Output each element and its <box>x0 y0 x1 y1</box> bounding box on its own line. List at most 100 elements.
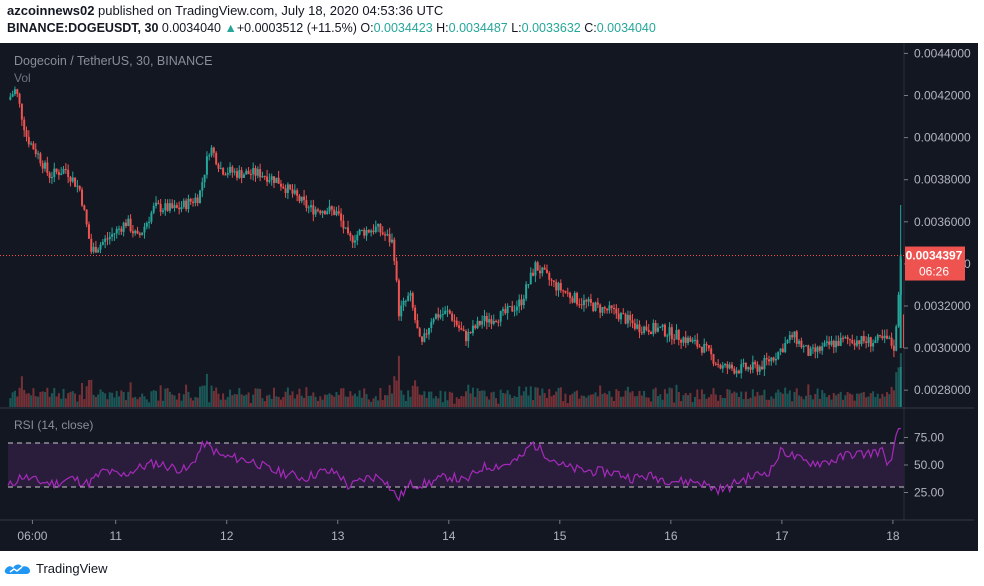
candle-body[interactable] <box>763 358 766 370</box>
candle-body[interactable] <box>765 358 768 360</box>
candle-body[interactable] <box>541 267 544 274</box>
candle-body[interactable] <box>23 119 26 131</box>
candle-body[interactable] <box>707 345 710 349</box>
candle-body[interactable] <box>400 305 403 317</box>
candle-body[interactable] <box>143 226 146 233</box>
candle-body[interactable] <box>11 94 14 97</box>
candle-body[interactable] <box>305 200 308 208</box>
candle-body[interactable] <box>458 325 461 329</box>
candle-body[interactable] <box>622 313 625 315</box>
candle-body[interactable] <box>832 340 835 348</box>
candle-body[interactable] <box>372 230 375 233</box>
candle-body[interactable] <box>865 341 868 343</box>
candle-body[interactable] <box>606 308 609 311</box>
candle-body[interactable] <box>390 239 393 243</box>
candle-body[interactable] <box>589 299 592 303</box>
candle-body[interactable] <box>90 238 93 252</box>
candle-body[interactable] <box>643 326 646 333</box>
candle-body[interactable] <box>127 218 130 226</box>
candle-body[interactable] <box>497 321 500 323</box>
candle-body[interactable] <box>217 164 220 169</box>
candle-body[interactable] <box>13 89 16 95</box>
candle-body[interactable] <box>159 203 162 212</box>
candle-body[interactable] <box>113 233 116 235</box>
candle-body[interactable] <box>532 272 535 276</box>
candle-body[interactable] <box>41 163 44 169</box>
candle-body[interactable] <box>839 337 842 346</box>
candle-body[interactable] <box>805 345 808 347</box>
candle-body[interactable] <box>266 176 269 182</box>
candle-body[interactable] <box>693 339 696 341</box>
candle-body[interactable] <box>705 344 708 346</box>
candle-body[interactable] <box>881 336 884 339</box>
candle-body[interactable] <box>437 314 440 318</box>
candle-body[interactable] <box>421 336 424 342</box>
candle-body[interactable] <box>714 363 717 365</box>
price-axis[interactable]: 0.0044000 0.0042000 0.0040000 0.0038000 0.00… <box>904 46 971 500</box>
candle-body[interactable] <box>85 209 88 225</box>
candle-body[interactable] <box>842 337 845 339</box>
candle-body[interactable] <box>811 347 814 349</box>
candle-body[interactable] <box>619 313 622 320</box>
candle-body[interactable] <box>168 203 171 211</box>
candle-body[interactable] <box>134 230 137 234</box>
candle-body[interactable] <box>185 200 188 210</box>
candle-body[interactable] <box>740 364 743 374</box>
candle-body[interactable] <box>793 331 796 338</box>
chart-panel[interactable]: 0.0044000 0.0042000 0.0040000 0.0038000 0.00… <box>0 43 978 551</box>
candle-body[interactable] <box>823 342 826 347</box>
candle-body[interactable] <box>520 299 523 306</box>
candle-body[interactable] <box>423 333 426 342</box>
candle-body[interactable] <box>495 321 498 323</box>
candle-body[interactable] <box>835 340 838 348</box>
candle-body[interactable] <box>196 197 199 204</box>
candle-body[interactable] <box>712 354 715 364</box>
candle-body[interactable] <box>481 320 484 325</box>
candle-body[interactable] <box>9 96 12 100</box>
candle-body[interactable] <box>633 323 636 329</box>
candle-body[interactable] <box>189 198 192 202</box>
candle-body[interactable] <box>892 345 895 351</box>
candle-body[interactable] <box>18 93 21 104</box>
candle-body[interactable] <box>124 222 127 226</box>
candle-body[interactable] <box>74 177 77 187</box>
candle-body[interactable] <box>499 310 502 322</box>
candle-body[interactable] <box>203 174 206 183</box>
time-axis[interactable]: 06:00 11 12 13 14 15 16 17 18 <box>17 520 900 543</box>
candle-body[interactable] <box>666 335 669 337</box>
candle-body[interactable] <box>404 300 407 302</box>
candle-body[interactable] <box>118 228 121 230</box>
candle-body[interactable] <box>145 222 148 227</box>
candle-body[interactable] <box>515 306 518 311</box>
candle-body[interactable] <box>81 189 84 206</box>
candle-body[interactable] <box>254 167 257 176</box>
candle-body[interactable] <box>784 342 787 353</box>
candle-body[interactable] <box>867 337 870 343</box>
candle-body[interactable] <box>474 325 477 329</box>
candle-body[interactable] <box>596 302 599 305</box>
candle-body[interactable] <box>821 346 824 351</box>
candle-body[interactable] <box>129 218 132 232</box>
candle-body[interactable] <box>148 221 151 223</box>
candle-body[interactable] <box>525 284 528 299</box>
candle-body[interactable] <box>411 293 414 308</box>
candle-body[interactable] <box>303 196 306 201</box>
candle-body[interactable] <box>562 290 565 292</box>
candle-body[interactable] <box>550 279 553 281</box>
candle-body[interactable] <box>508 306 511 308</box>
candle-body[interactable] <box>71 177 74 182</box>
candle-body[interactable] <box>455 320 458 326</box>
candle-body[interactable] <box>150 212 153 222</box>
candle-body[interactable] <box>698 346 701 348</box>
candle-body[interactable] <box>617 313 620 320</box>
candle-body[interactable] <box>108 236 111 240</box>
candle-body[interactable] <box>469 331 472 334</box>
candle-body[interactable] <box>238 170 241 178</box>
candle-body[interactable] <box>386 234 389 236</box>
candle-body[interactable] <box>816 346 819 352</box>
candle-body[interactable] <box>242 174 245 178</box>
candle-body[interactable] <box>53 168 56 178</box>
candle-body[interactable] <box>192 201 195 203</box>
candle-body[interactable] <box>342 220 345 229</box>
candle-body[interactable] <box>700 346 703 353</box>
